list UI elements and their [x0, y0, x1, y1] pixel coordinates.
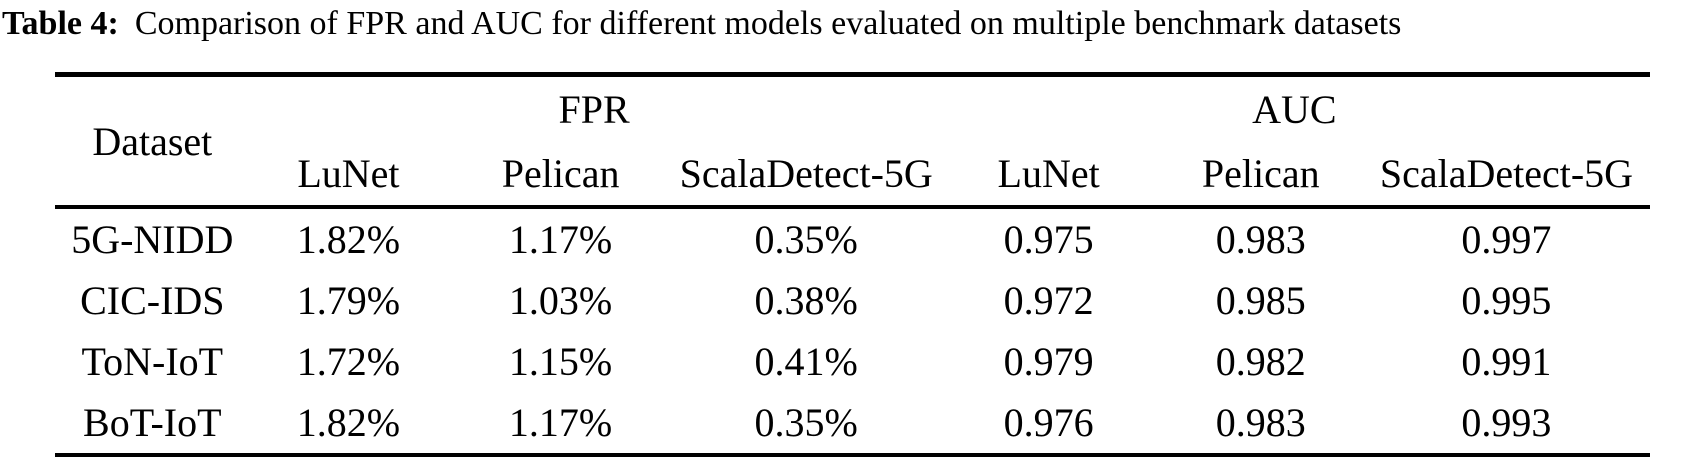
- cell-fpr-pelican: 1.17%: [508, 400, 613, 445]
- cell-auc-scaladetect: 0.995: [1461, 278, 1552, 323]
- group-header-row: Dataset FPR AUC: [55, 75, 1650, 164]
- header-dataset: Dataset: [92, 118, 213, 164]
- cell-auc-scaladetect: 0.991: [1461, 339, 1552, 384]
- cell-auc-lunet: 0.979: [1003, 339, 1094, 384]
- table-caption: Table 4: Comparison of FPR and AUC for di…: [2, 2, 1700, 46]
- table-row: 5G-NIDD 1.82% 1.17% 0.35% 0.975 0.983 0.…: [55, 207, 1650, 270]
- cell-auc-lunet: 0.975: [1003, 217, 1094, 262]
- cell-auc-lunet: 0.972: [1003, 278, 1094, 323]
- header-fpr-scaladetect-5g: ScalaDetect-5G: [679, 150, 933, 196]
- header-fpr-pelican: Pelican: [501, 150, 620, 196]
- table-row: CIC-IDS 1.79% 1.03% 0.38% 0.972 0.985 0.…: [55, 270, 1650, 331]
- cell-fpr-scaladetect: 0.35%: [754, 400, 858, 445]
- cell-auc-pelican: 0.982: [1215, 339, 1306, 384]
- cell-auc-pelican: 0.983: [1215, 217, 1306, 262]
- cell-fpr-scaladetect: 0.41%: [754, 339, 858, 384]
- table-body: 5G-NIDD 1.82% 1.17% 0.35% 0.975 0.983 0.…: [55, 207, 1650, 456]
- cell-auc-pelican: 0.983: [1215, 400, 1306, 445]
- header-group-fpr: FPR: [558, 86, 630, 132]
- cell-fpr-pelican: 1.03%: [508, 278, 613, 323]
- table-header: Dataset FPR AUC LuNet Pelican ScalaDetec…: [55, 75, 1650, 207]
- cell-dataset: 5G-NIDD: [71, 217, 234, 262]
- cell-fpr-pelican: 1.15%: [508, 339, 613, 384]
- cell-fpr-scaladetect: 0.38%: [754, 278, 858, 323]
- model-header-row: LuNet Pelican ScalaDetect-5G LuNet Pelic…: [55, 141, 1650, 207]
- results-table: Dataset FPR AUC LuNet Pelican ScalaDetec…: [55, 72, 1650, 457]
- table-row: BoT-IoT 1.82% 1.17% 0.35% 0.976 0.983 0.…: [55, 392, 1650, 456]
- header-auc-lunet: LuNet: [997, 150, 1100, 196]
- header-fpr-lunet: LuNet: [297, 150, 400, 196]
- table-row: ToN-IoT 1.72% 1.15% 0.41% 0.979 0.982 0.…: [55, 331, 1650, 392]
- cell-auc-lunet: 0.976: [1003, 400, 1094, 445]
- header-auc-scaladetect-5g: ScalaDetect-5G: [1379, 150, 1634, 196]
- cell-fpr-scaladetect: 0.35%: [754, 217, 858, 262]
- cell-dataset: BoT-IoT: [83, 400, 222, 445]
- header-auc-pelican: Pelican: [1201, 150, 1320, 196]
- caption-label: Table 4:: [2, 5, 119, 42]
- cell-fpr-lunet: 1.82%: [296, 217, 401, 262]
- cell-fpr-lunet: 1.82%: [296, 400, 401, 445]
- cell-fpr-lunet: 1.79%: [296, 278, 401, 323]
- cell-auc-pelican: 0.985: [1215, 278, 1306, 323]
- cell-auc-scaladetect: 0.997: [1461, 217, 1552, 262]
- cell-auc-scaladetect: 0.993: [1461, 400, 1552, 445]
- cell-dataset: CIC-IDS: [80, 278, 225, 323]
- caption-text: Comparison of FPR and AUC for different …: [134, 5, 1402, 42]
- cell-fpr-pelican: 1.17%: [508, 217, 613, 262]
- header-group-auc: AUC: [1252, 86, 1337, 132]
- cell-fpr-lunet: 1.72%: [296, 339, 401, 384]
- cell-dataset: ToN-IoT: [81, 339, 224, 384]
